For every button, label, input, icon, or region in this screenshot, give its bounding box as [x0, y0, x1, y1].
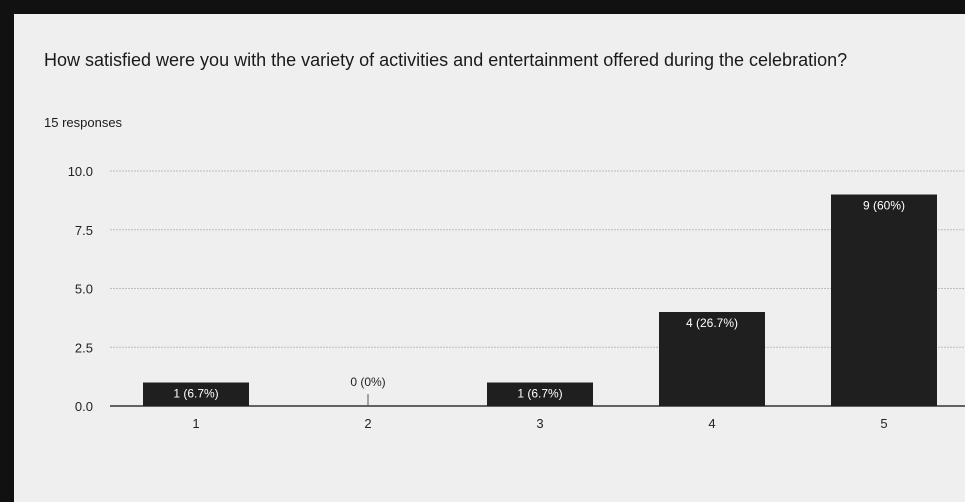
question-title: How satisfied were you with the variety …: [44, 50, 848, 70]
bar: [659, 312, 765, 406]
y-tick-label: 0.0: [75, 399, 93, 414]
y-tick-label: 10.0: [68, 164, 93, 179]
bar: [487, 382, 593, 406]
y-tick-label: 7.5: [75, 223, 93, 238]
x-tick-label: 3: [536, 416, 543, 431]
data-label: 9 (60%): [863, 199, 905, 213]
x-tick-label: 4: [708, 416, 715, 431]
response-count: 15 responses: [44, 115, 123, 130]
question-card: [14, 14, 965, 502]
bar: [831, 194, 937, 406]
y-tick-label: 5.0: [75, 282, 93, 297]
y-tick-label: 2.5: [75, 340, 93, 355]
x-tick-label: 5: [880, 416, 887, 431]
data-label: 4 (26.7%): [686, 316, 738, 330]
x-tick-label: 2: [364, 416, 371, 431]
x-tick-label: 1: [192, 416, 199, 431]
bar: [143, 382, 249, 406]
data-label: 1 (6.7%): [517, 387, 562, 401]
data-label: 0 (0%): [350, 375, 385, 389]
data-label: 1 (6.7%): [173, 387, 218, 401]
